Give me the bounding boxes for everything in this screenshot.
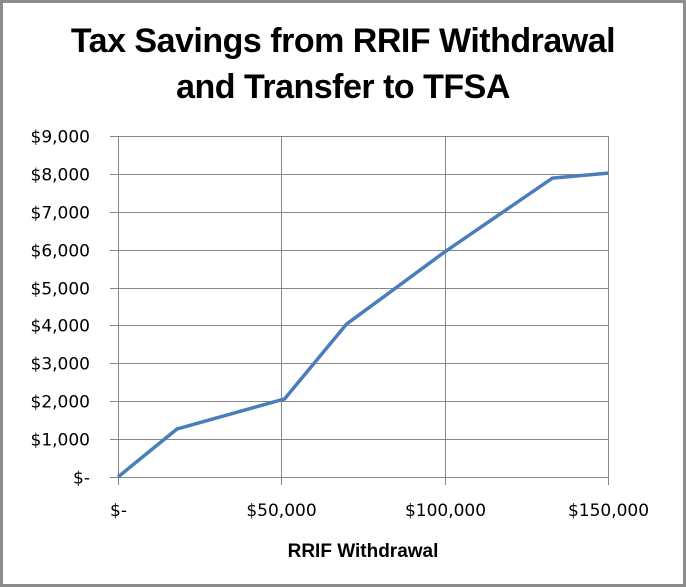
- y-tick-label: $8,000: [31, 166, 90, 186]
- chart-title-line-2: and Transfer to TFSA: [176, 68, 510, 106]
- data-series: [116, 171, 609, 479]
- y-axis-ticks: $- $1,000 $2,000 $3,000 $4,000 $5,000 $6,000 $7…: [31, 128, 90, 489]
- series-line: [116, 171, 609, 479]
- x-tick-label: $50,000: [246, 501, 316, 521]
- y-tick-label: $2,000: [31, 393, 90, 413]
- y-tick-label: $1,000: [31, 431, 90, 451]
- x-tick-label: $-: [110, 501, 127, 521]
- chart-title: Tax Savings from RRIF Withdrawal and Tra…: [0, 18, 686, 110]
- x-axis-label: RRIF Withdrawal: [288, 541, 439, 562]
- y-tick-label: $3,000: [31, 355, 90, 375]
- y-tick-label: $-: [73, 469, 90, 489]
- y-tick-label: $6,000: [31, 242, 90, 262]
- y-tick-label: $7,000: [31, 204, 90, 224]
- y-tick-label: $9,000: [31, 128, 90, 148]
- chart-title-line-1: Tax Savings from RRIF Withdrawal: [70, 22, 616, 60]
- x-tick-label: $150,000: [568, 501, 649, 521]
- gridlines: [110, 136, 609, 485]
- y-tick-label: $5,000: [31, 280, 90, 300]
- x-tick-label: $100,000: [405, 501, 486, 521]
- x-axis-ticks: $- $50,000 $100,000 $150,000: [110, 501, 649, 521]
- y-tick-label: $4,000: [31, 317, 90, 337]
